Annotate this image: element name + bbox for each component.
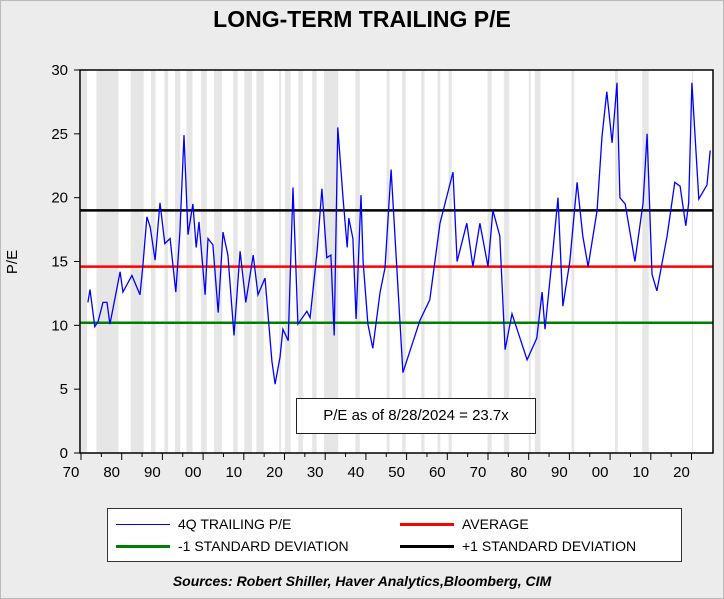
legend-label: 4Q TRAILING P/E (178, 516, 292, 532)
recession-band (487, 70, 492, 453)
series-line-trailing-pe (87, 82, 711, 385)
recession-band (614, 70, 618, 453)
recession-band (279, 70, 282, 453)
recession-band (256, 70, 264, 453)
legend-swatch (116, 523, 170, 525)
recession-band (298, 70, 303, 453)
legend-label: +1 STANDARD DEVIATION (462, 538, 637, 554)
recession-band (571, 70, 575, 453)
recession-band (437, 70, 441, 453)
recession-band (81, 70, 88, 453)
recession-band (355, 70, 360, 453)
recession-band (448, 70, 452, 453)
recession-band (244, 70, 252, 453)
x-tick-label: 20 (266, 464, 283, 481)
recession-band (421, 70, 425, 453)
legend-item-minus-1sd: -1 STANDARD DEVIATION (116, 536, 349, 556)
legend-label: AVERAGE (462, 516, 529, 532)
y-tick-label: 0 (60, 445, 68, 462)
x-tick-label: 10 (225, 464, 242, 481)
x-tick-label: 90 (551, 464, 568, 481)
recession-band (528, 70, 531, 453)
x-tick-label: 50 (388, 464, 405, 481)
recession-band (534, 70, 541, 453)
y-tick-label: 25 (51, 126, 68, 143)
x-tick-label: 10 (632, 464, 649, 481)
x-tick-label: 20 (673, 464, 690, 481)
y-tick-label: 20 (51, 190, 68, 207)
recession-band (96, 70, 119, 453)
recession-band (186, 70, 193, 453)
x-tick-label: 90 (144, 464, 161, 481)
recession-band (642, 70, 649, 453)
legend: 4Q TRAILING P/E AVERAGE -1 STANDARD DEVI… (107, 508, 682, 562)
annotation-box: P/E as of 8/28/2024 = 23.7x (296, 398, 536, 434)
recession-band (284, 70, 291, 453)
legend-swatch (400, 522, 454, 526)
recession-band (151, 70, 156, 453)
x-tick-label: 30 (307, 464, 324, 481)
recession-band (402, 70, 406, 453)
y-tick-label: 10 (51, 317, 68, 334)
legend-label: -1 STANDARD DEVIATION (178, 538, 349, 554)
legend-swatch (400, 544, 454, 548)
legend-item-trailing-pe: 4Q TRAILING P/E (116, 514, 291, 534)
x-tick-label: 00 (592, 464, 609, 481)
x-tick-label: 70 (470, 464, 487, 481)
y-tick-label: 30 (51, 62, 68, 79)
x-tick-label: 80 (103, 464, 120, 481)
x-tick-label: 40 (348, 464, 365, 481)
recession-band (503, 70, 510, 453)
recession-band (201, 70, 207, 453)
legend-item-average: AVERAGE (400, 514, 529, 534)
y-tick-label: 15 (51, 254, 68, 271)
recession-band (312, 70, 317, 453)
legend-item-plus-1sd: +1 STANDARD DEVIATION (400, 536, 636, 556)
x-tick-label: 60 (429, 464, 446, 481)
y-tick-label: 5 (60, 381, 68, 398)
x-tick-label: 00 (185, 464, 202, 481)
recession-band (130, 70, 144, 453)
x-tick-label: 70 (63, 464, 80, 481)
recession-band (386, 70, 390, 453)
x-tick-label: 80 (510, 464, 527, 481)
y-axis-label: P/E (4, 250, 21, 274)
sources-note: Sources: Robert Shiller, Haver Analytics… (172, 573, 552, 589)
recession-band (691, 70, 694, 453)
chart-title: LONG-TERM TRAILING P/E (213, 6, 511, 32)
recession-band (164, 70, 169, 453)
legend-swatch (116, 544, 170, 548)
recession-band (233, 70, 238, 453)
recession-band (214, 70, 222, 453)
